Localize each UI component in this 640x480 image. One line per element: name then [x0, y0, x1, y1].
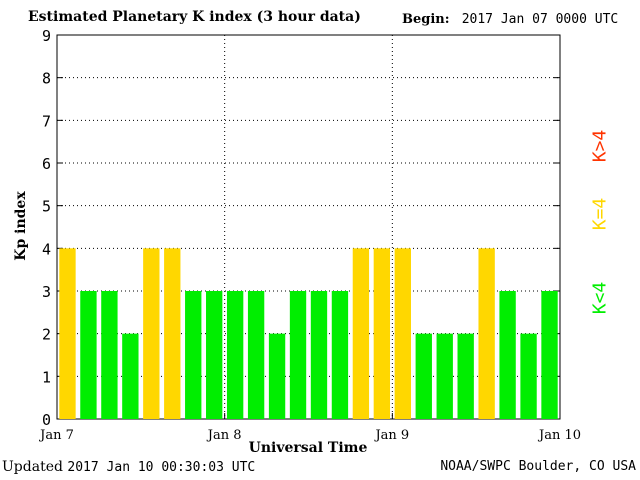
kp-bar	[80, 291, 97, 419]
y-tick-label: 8	[42, 70, 51, 88]
kp-bar	[520, 333, 537, 419]
x-tick-label: Jan 10	[537, 428, 581, 443]
kp-bar	[143, 248, 160, 419]
updated-value: 2017 Jan 10 00:30:03 UTC	[67, 460, 256, 475]
kp-bar	[457, 333, 474, 419]
kp-bar	[436, 333, 453, 419]
kp-bar	[289, 291, 307, 419]
y-tick-label: 0	[42, 411, 51, 429]
kp-bar	[352, 248, 370, 419]
begin-info: Begin: 2017 Jan 07 0000 UTC	[402, 12, 618, 27]
x-axis-label: Universal Time	[248, 440, 368, 456]
kp-bar	[206, 291, 223, 419]
kp-bar	[310, 291, 328, 419]
kp-bar	[185, 291, 202, 419]
kp-bar	[541, 291, 558, 419]
begin-value: 2017 Jan 07 0000 UTC	[461, 12, 619, 27]
kp-bar	[394, 248, 411, 419]
y-tick-label: 2	[42, 326, 51, 344]
legend-above-4: K>4	[589, 129, 611, 163]
kp-bar	[226, 291, 244, 419]
y-tick-label: 6	[42, 155, 51, 173]
kp-bar	[478, 248, 495, 419]
plot-frame	[56, 34, 561, 420]
chart-title: Estimated Planetary K index (3 hour data…	[28, 9, 361, 25]
kp-bar	[268, 333, 286, 419]
kp-bar	[247, 291, 265, 419]
kp-bar	[122, 333, 139, 419]
kp-bar	[415, 333, 432, 419]
kp-bar	[101, 291, 118, 419]
updated-label: Updated	[2, 459, 63, 475]
kp-bar	[59, 248, 76, 419]
y-axis-label: Kp index	[13, 191, 29, 261]
y-tick-label: 3	[42, 283, 51, 301]
y-tick-label: 4	[42, 240, 51, 258]
kp-bar	[373, 248, 391, 419]
y-tick-label: 1	[42, 368, 51, 386]
source-credit: NOAA/SWPC Boulder, CO USA	[440, 459, 636, 474]
updated-info: Updated 2017 Jan 10 00:30:03 UTC	[2, 459, 255, 475]
kp-bar	[164, 248, 181, 419]
x-tick-label: Jan 8	[206, 428, 242, 443]
legend-equal-4: K=4	[589, 197, 611, 231]
kp-bar	[499, 291, 516, 419]
kp-bar	[331, 291, 349, 419]
x-tick-label: Jan 9	[373, 428, 409, 443]
y-tick-label: 7	[42, 112, 51, 130]
x-tick-label: Jan 7	[38, 428, 74, 443]
begin-label: Begin:	[402, 12, 450, 27]
y-tick-label: 5	[42, 198, 51, 216]
y-tick-label: 9	[42, 27, 51, 45]
legend-below-4: K<4	[589, 281, 611, 315]
